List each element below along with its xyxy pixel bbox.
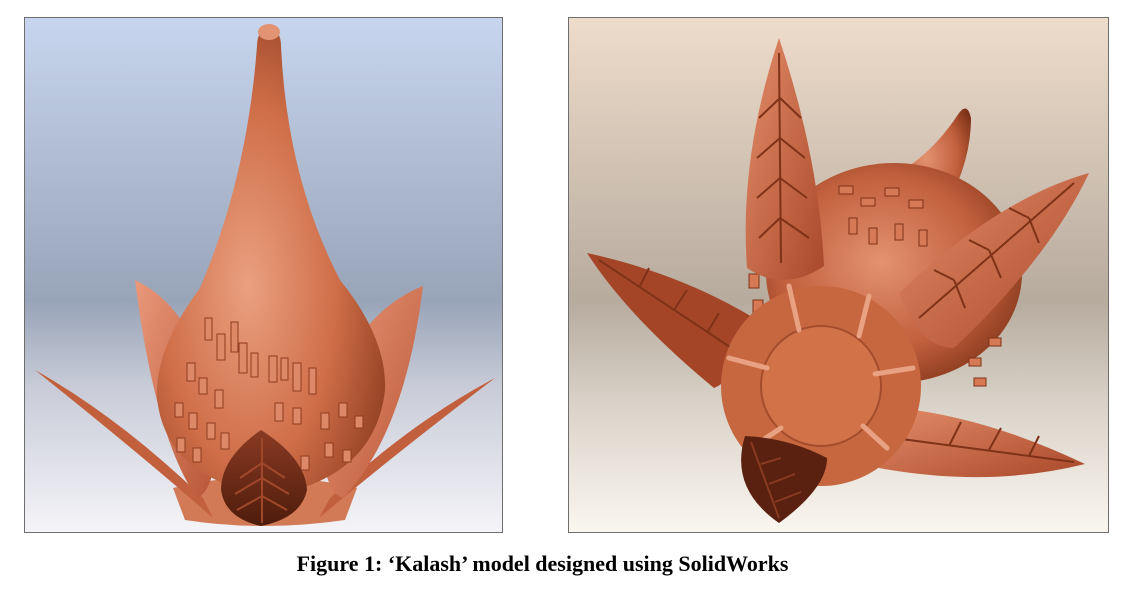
front-leaf-veins [234, 438, 290, 523]
base-disc-inner [760, 325, 882, 447]
render-front-view [24, 17, 503, 533]
tip-knob [258, 24, 280, 40]
figure-caption: Figure 1: ‘Kalash’ model designed using … [296, 551, 789, 576]
render-bottom-view [568, 17, 1109, 533]
front-leaf [221, 430, 307, 526]
leaf-veins [598, 52, 1075, 463]
leaf-bottom-right [876, 408, 1085, 478]
leaf-top [745, 38, 824, 281]
leaf-left [587, 253, 754, 388]
surface-pattern [174, 317, 364, 471]
kalash-body [156, 28, 386, 496]
leaf-bottom-veins [750, 441, 802, 519]
kalash-front-render [25, 18, 502, 532]
leaf-bottom [741, 436, 827, 523]
kalash-bottom-render [569, 18, 1108, 532]
